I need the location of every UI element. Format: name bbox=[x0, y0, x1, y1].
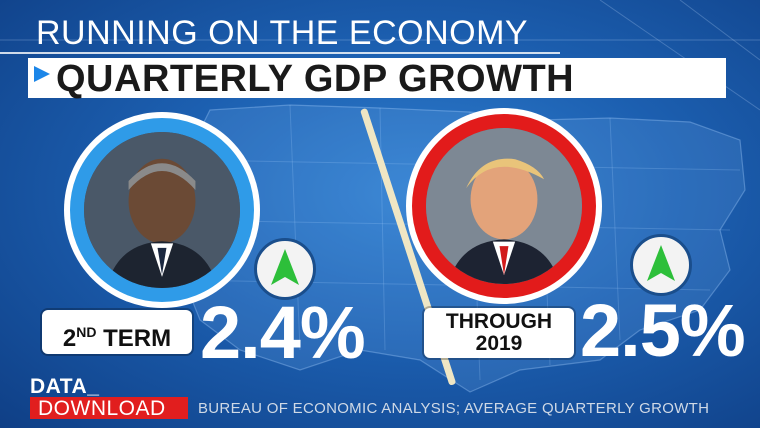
brand-data: DATA_ bbox=[30, 375, 100, 398]
person-portrait-icon bbox=[84, 132, 240, 288]
source-note: BUREAU OF ECONOMIC ANALYSIS; AVERAGE QUA… bbox=[198, 400, 710, 417]
right-portrait-ring bbox=[412, 114, 596, 298]
period-label-line1: THROUGH bbox=[445, 310, 553, 333]
person-portrait-icon bbox=[426, 128, 582, 284]
left-growth-value: 2.4% bbox=[200, 291, 366, 374]
headline: RUNNING ON THE ECONOMY bbox=[36, 14, 529, 52]
up-arrow-icon bbox=[630, 234, 692, 296]
left-portrait bbox=[64, 112, 260, 308]
right-growth-value: 2.5% bbox=[580, 289, 746, 372]
up-arrow-icon bbox=[254, 238, 316, 300]
period-label: THROUGH 2019 bbox=[424, 308, 574, 358]
term-label-text: TERM bbox=[96, 325, 172, 352]
term-label: 2ND TERM bbox=[42, 310, 192, 354]
subtitle-bar bbox=[28, 58, 726, 98]
term-label-number: 2 bbox=[62, 325, 77, 352]
subtitle: QUARTERLY GDP GROWTH bbox=[56, 58, 575, 100]
period-label-line2: 2019 bbox=[475, 332, 523, 355]
brand-download-box bbox=[30, 397, 188, 419]
right-portrait bbox=[406, 108, 602, 304]
term-label-ordinal: ND bbox=[76, 324, 97, 340]
left-portrait-ring bbox=[70, 118, 254, 302]
brand-download: DOWNLOAD bbox=[38, 397, 166, 420]
title-underline bbox=[0, 12, 560, 54]
chevron-right-icon bbox=[34, 66, 50, 82]
